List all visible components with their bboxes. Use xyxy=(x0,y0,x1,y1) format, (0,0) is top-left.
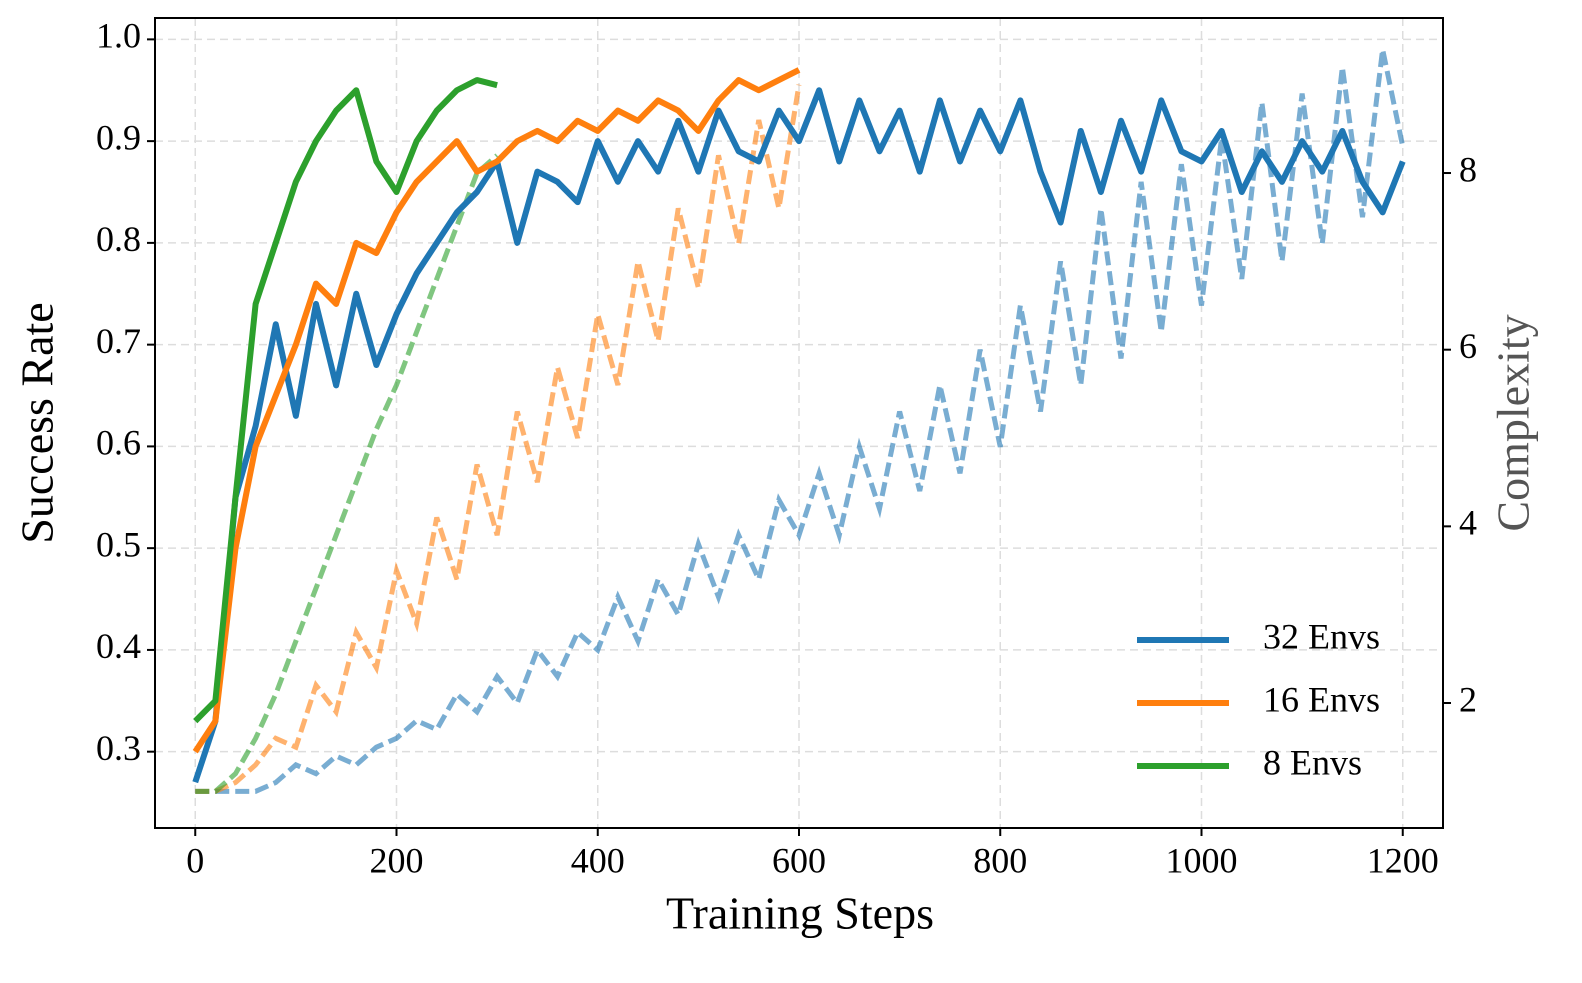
x-tick-label: 600 xyxy=(772,840,826,880)
y2-tick-label: 6 xyxy=(1459,326,1477,366)
y2-tick-label: 8 xyxy=(1459,149,1477,189)
x-tick-label: 400 xyxy=(571,840,625,880)
complexity-line xyxy=(195,153,499,794)
x-tick-label: 800 xyxy=(973,840,1027,880)
y2-tick-label: 2 xyxy=(1459,679,1477,719)
y-tick-label: 0.9 xyxy=(96,117,141,157)
complexity-line xyxy=(195,48,1406,794)
x-tick-label: 0 xyxy=(186,840,204,880)
x-tick-label: 1000 xyxy=(1166,840,1238,880)
y-axis-label: Success Rate xyxy=(12,302,63,543)
complexity-line xyxy=(195,84,802,794)
y-tick-label: 0.5 xyxy=(96,524,141,564)
plot-frame xyxy=(154,17,1444,829)
y-tick-label: 0.8 xyxy=(96,219,141,259)
legend-label: 16 Envs xyxy=(1263,679,1380,719)
success-line xyxy=(192,87,1406,784)
x-axis-label: Training Steps xyxy=(666,888,934,939)
y-tick-label: 0.3 xyxy=(96,728,141,768)
y2-tick-label: 4 xyxy=(1459,503,1477,543)
y-tick-label: 1.0 xyxy=(96,16,141,56)
y-tick-label: 0.4 xyxy=(96,626,141,666)
legend-label: 8 Envs xyxy=(1263,742,1362,782)
y-tick-label: 0.6 xyxy=(96,423,141,463)
x-tick-label: 200 xyxy=(370,840,424,880)
y-tick-label: 0.7 xyxy=(96,321,141,361)
y2-axis-label: Complexity xyxy=(1488,314,1539,531)
success-line xyxy=(193,77,498,724)
x-tick-label: 1200 xyxy=(1367,840,1439,880)
success-line xyxy=(192,67,801,754)
legend-label: 32 Envs xyxy=(1263,616,1380,656)
